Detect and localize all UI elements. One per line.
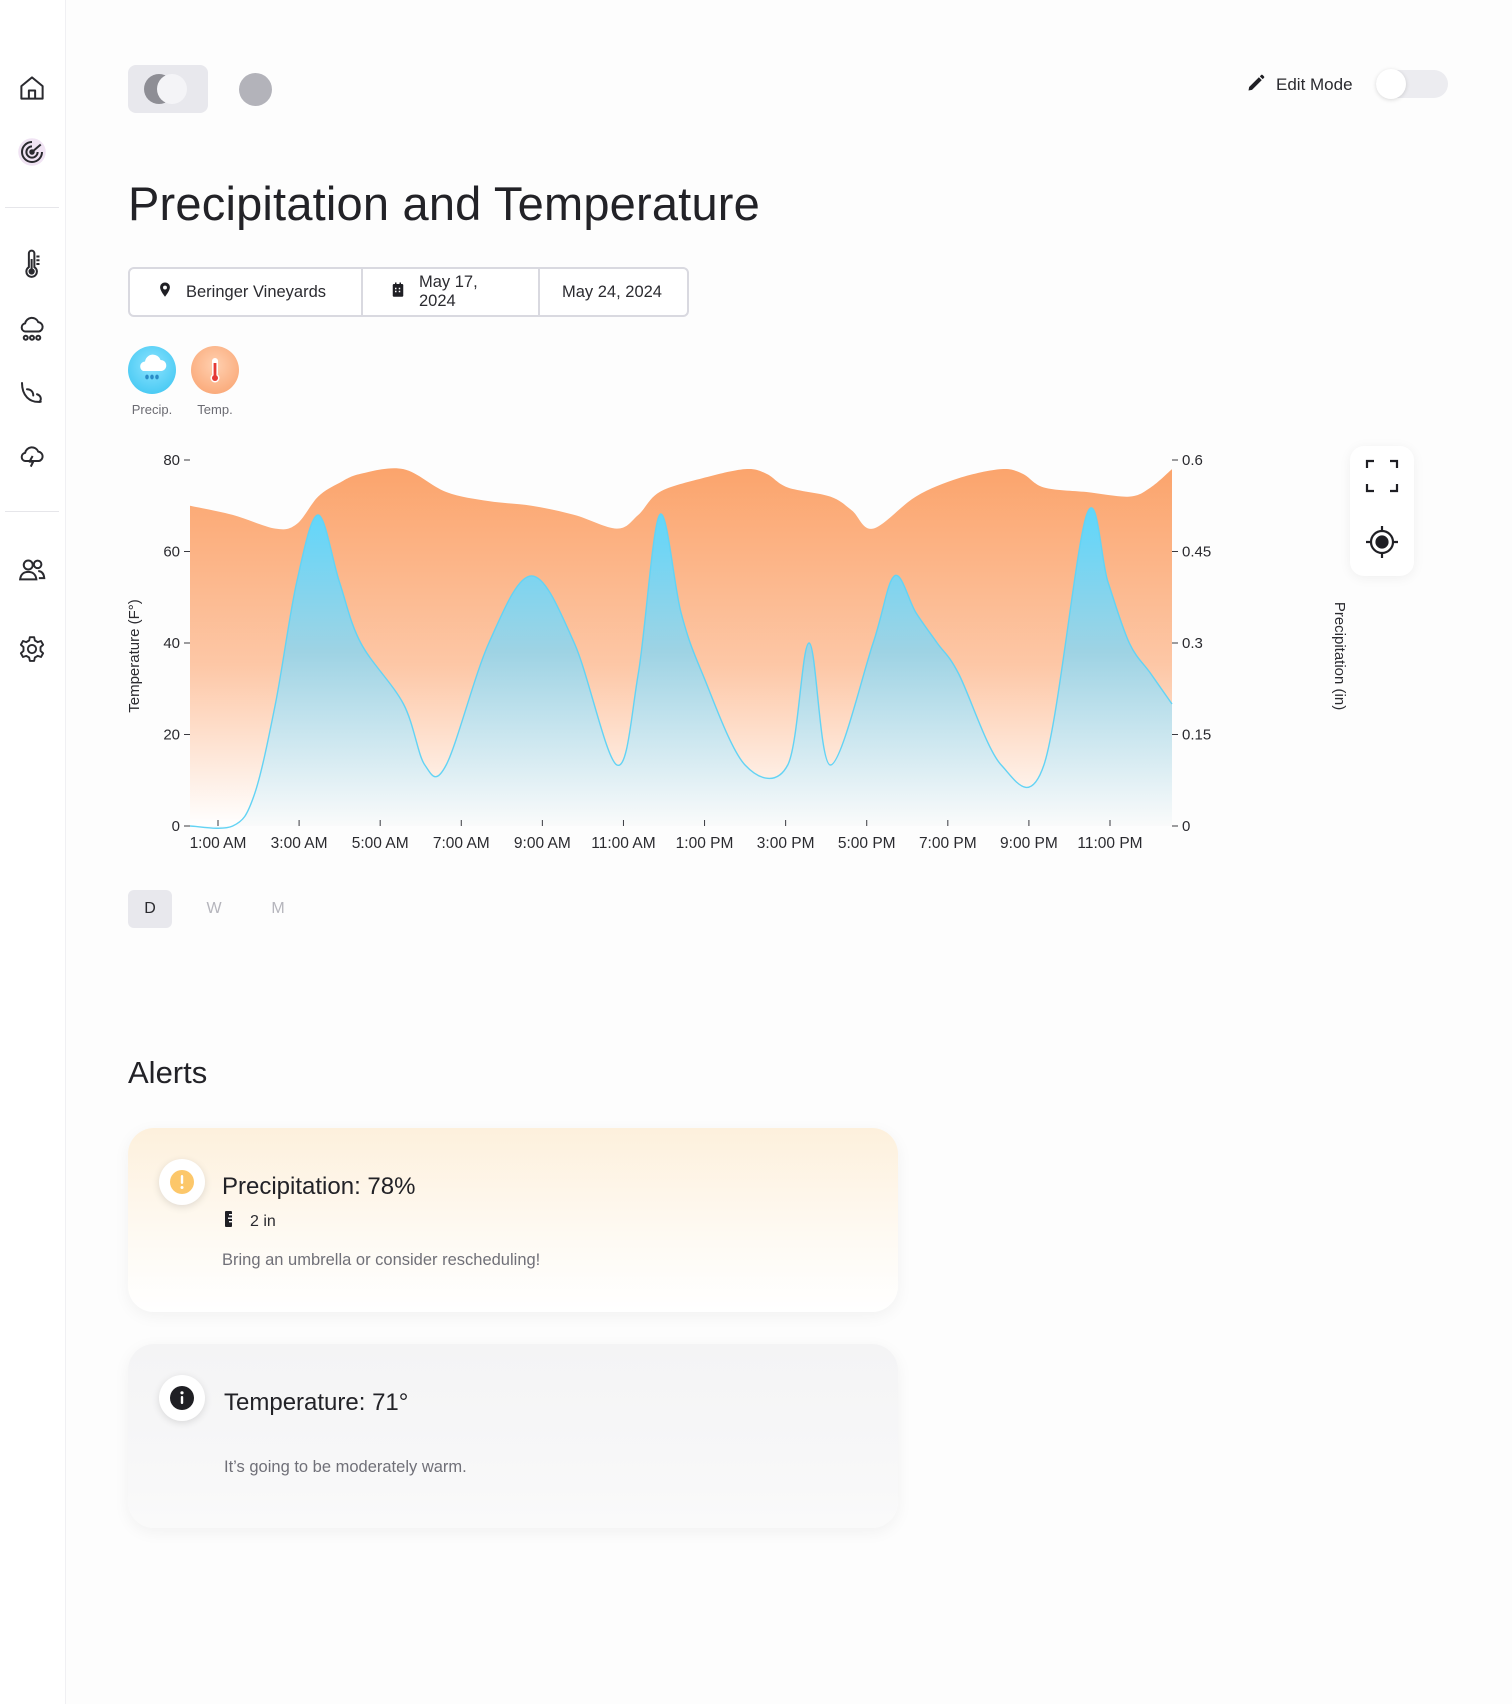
y2-axis-label: Precipitation (in) — [1331, 602, 1348, 710]
sidebar — [0, 0, 66, 1704]
switch-knob — [1376, 69, 1406, 99]
x-tick-label: 3:00 PM — [757, 835, 815, 852]
x-tick-label: 3:00 AM — [271, 835, 328, 852]
crosshair-icon[interactable] — [1362, 522, 1402, 562]
wind-icon[interactable] — [14, 375, 50, 411]
range-tabs: D W M — [128, 890, 300, 928]
edit-mode-switch[interactable] — [1376, 69, 1448, 99]
layer-toggle-temp[interactable]: Temp. — [190, 346, 240, 417]
layer-label-temp: Temp. — [197, 402, 233, 417]
tab-day[interactable]: D — [128, 890, 172, 928]
alert-heading: Precipitation: 78% — [222, 1173, 416, 1200]
y2-tick-label: 0.15 — [1182, 727, 1211, 744]
x-tick-label: 7:00 AM — [433, 835, 490, 852]
tab-week[interactable]: W — [206, 900, 222, 917]
chart-tools — [1350, 446, 1414, 576]
alerts-title: Alerts — [128, 1055, 208, 1090]
end-date-label: May 24, 2024 — [562, 282, 662, 301]
y-tick-label: 0 — [172, 818, 180, 835]
layer-toggle-precip[interactable]: Precip. — [127, 346, 177, 417]
rain-cloud-icon — [128, 346, 176, 394]
alert-card-temperature[interactable]: Temperature: 71° It’s going to be modera… — [128, 1344, 898, 1528]
y2-tick-label: 0.6 — [1182, 452, 1203, 469]
alert-card-precipitation[interactable]: Precipitation: 78% 2 in Bring an umbrell… — [128, 1128, 898, 1312]
info-icon — [159, 1375, 205, 1421]
series-line-precip — [189, 507, 1173, 829]
thermometer-icon[interactable] — [14, 246, 50, 282]
alert-message: Bring an umbrella or consider rescheduli… — [222, 1251, 541, 1269]
status-indicator[interactable] — [239, 73, 272, 106]
y2-tick-label: 0 — [1182, 818, 1190, 835]
x-tick-label: 1:00 AM — [190, 835, 247, 852]
end-date-picker[interactable]: May 24, 2024 — [540, 269, 687, 315]
alert-detail: 2 in — [224, 1211, 276, 1232]
y2-tick-label: 0.3 — [1182, 635, 1203, 652]
x-tick-label: 11:00 AM — [591, 835, 655, 852]
y-tick-label: 20 — [163, 727, 180, 744]
thermometer-icon — [191, 346, 239, 394]
y-tick-label: 80 — [163, 452, 180, 469]
tab-month[interactable]: M — [271, 900, 285, 917]
fullscreen-icon[interactable] — [1362, 456, 1402, 496]
location-selector[interactable]: Beringer Vineyards — [130, 269, 363, 315]
y-tick-label: 40 — [163, 635, 180, 652]
cloud-lightning-icon[interactable] — [14, 438, 50, 474]
users-icon[interactable] — [14, 552, 50, 588]
x-tick-label: 7:00 PM — [919, 835, 977, 852]
sidebar-divider — [5, 207, 59, 208]
plot-area: 0 20 40 60 80 0 0.15 0.3 0.45 0.6 1:00 AM 3:00 AM 5:… — [163, 452, 1211, 852]
home-icon[interactable] — [14, 70, 50, 106]
series-area-precip — [190, 507, 1172, 829]
x-tick-label: 1:00 PM — [676, 835, 734, 852]
theme-light-swatch — [157, 74, 187, 104]
theme-toggle[interactable] — [128, 65, 208, 113]
alert-message: It’s going to be moderately warm. — [224, 1458, 467, 1476]
y-tick-label: 60 — [163, 544, 180, 561]
radar-icon[interactable] — [14, 134, 50, 170]
ruler-icon — [224, 1211, 236, 1232]
x-tick-label: 9:00 AM — [514, 835, 571, 852]
x-tick-label: 11:00 PM — [1077, 835, 1142, 852]
start-date-label: May 17, 2024 — [419, 273, 478, 310]
edit-mode: Edit Mode — [1246, 70, 1353, 100]
pencil-icon — [1246, 73, 1266, 98]
page-title: Precipitation and Temperature — [128, 177, 760, 230]
warning-icon — [159, 1159, 205, 1205]
sidebar-divider — [5, 511, 59, 512]
start-date-picker[interactable]: May 17, 2024 — [363, 269, 540, 315]
x-tick-label: 5:00 PM — [838, 835, 896, 852]
rain-cloud-icon[interactable] — [14, 311, 50, 347]
edit-mode-label: Edit Mode — [1276, 75, 1353, 94]
layer-label-precip: Precip. — [131, 402, 173, 417]
x-tick-label: 5:00 AM — [352, 835, 409, 852]
gear-icon[interactable] — [14, 631, 50, 667]
precip-temp-chart: Temperature (F°) Precipitation (in) 0 20 4… — [126, 452, 1348, 852]
map-pin-icon — [156, 281, 174, 304]
y2-tick-label: 0.45 — [1182, 544, 1211, 561]
calendar-icon — [389, 281, 407, 304]
alert-detail-value: 2 in — [250, 1212, 276, 1230]
y-axis-label: Temperature (F°) — [126, 599, 143, 713]
x-tick-label: 9:00 PM — [1000, 835, 1058, 852]
alert-heading: Temperature: 71° — [224, 1389, 409, 1416]
filter-bar: Beringer Vineyards May 17, 2024 May 24, … — [128, 267, 689, 317]
location-label: Beringer Vineyards — [186, 282, 327, 301]
